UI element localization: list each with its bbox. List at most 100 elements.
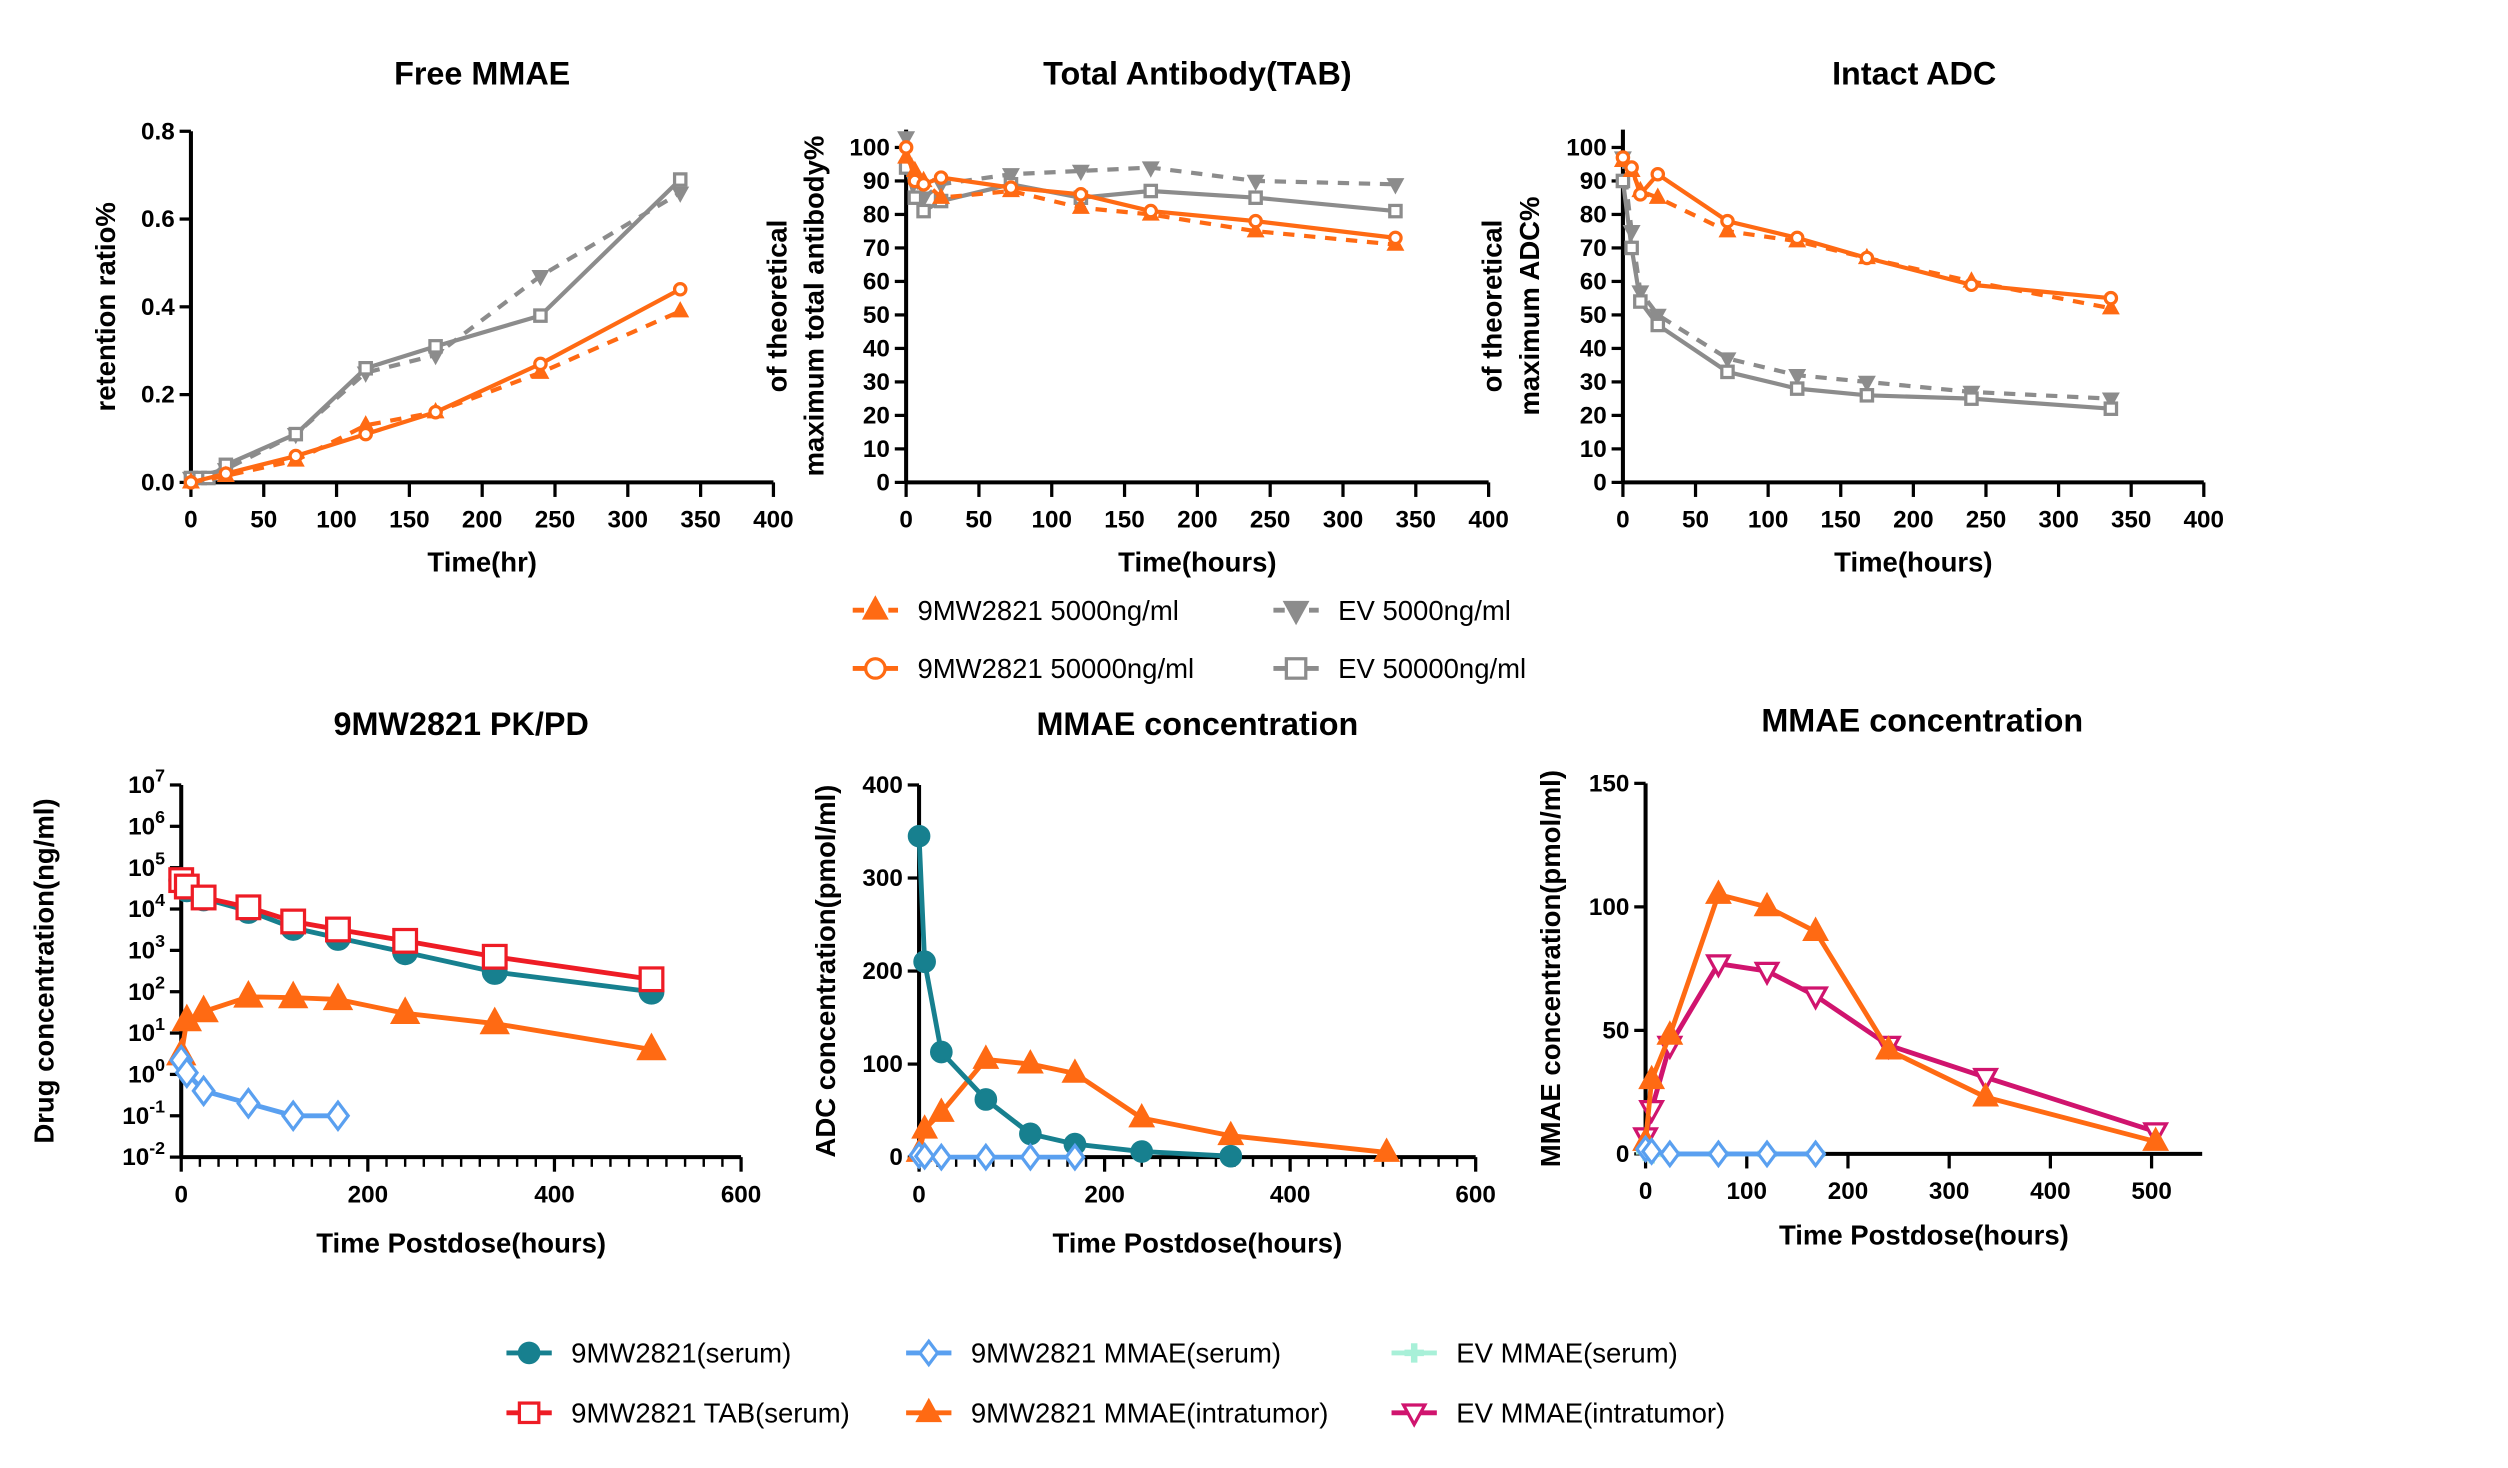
x-axis-label: Time(hours) bbox=[1118, 546, 1276, 577]
series bbox=[898, 140, 1403, 246]
chart-4: 9MW2821 PK/PD0 200 400 60010-210-1100101102… bbox=[28, 706, 761, 1259]
y-tick-exponent: -2 bbox=[149, 1138, 165, 1158]
data-point bbox=[1707, 1139, 1730, 1169]
data-point bbox=[1624, 240, 1639, 256]
series bbox=[1634, 1134, 1827, 1169]
series bbox=[1615, 173, 2119, 416]
data-point bbox=[1972, 1082, 2000, 1107]
data-point bbox=[913, 1141, 936, 1171]
data-point bbox=[2101, 392, 2120, 409]
chart-title: 9MW2821 PK/PD bbox=[333, 706, 588, 742]
data-point bbox=[1633, 187, 1648, 202]
data-point bbox=[1875, 1035, 1902, 1060]
data-point bbox=[280, 908, 307, 935]
data-point bbox=[1633, 294, 1648, 309]
data-point bbox=[672, 281, 688, 297]
data-point bbox=[358, 426, 373, 442]
data-point bbox=[907, 824, 931, 848]
data-point bbox=[533, 356, 548, 372]
x-tick-label: 600 bbox=[1455, 1181, 1496, 1208]
y-tick-label: 30 bbox=[863, 369, 890, 396]
x-tick-label: 150 bbox=[389, 507, 430, 534]
y-tick-base: 10 bbox=[122, 1144, 149, 1171]
data-point bbox=[672, 172, 688, 187]
series bbox=[183, 172, 688, 486]
x-tick-label: 50 bbox=[965, 507, 992, 534]
y-tick-label: 300 bbox=[862, 865, 903, 892]
data-point bbox=[1373, 1137, 1401, 1162]
x-tick-label: 0 bbox=[1616, 507, 1630, 534]
legend-label: 9MW2821 TAB(serum) bbox=[571, 1397, 850, 1428]
legend-marker bbox=[1284, 657, 1308, 680]
data-point bbox=[1720, 364, 1735, 380]
y-tick-label: 50 bbox=[1602, 1017, 1629, 1044]
legend-item: EV MMAE(intratumor) bbox=[1391, 1397, 1725, 1428]
data-point bbox=[1002, 168, 1020, 185]
y-axis-label: ADC concentration(pmol/ml) bbox=[810, 785, 841, 1158]
data-point bbox=[1141, 161, 1160, 178]
y-axis-label: maximum total antibody% bbox=[799, 136, 830, 477]
y-tick-label: 100 bbox=[1589, 894, 1630, 921]
data-point bbox=[183, 475, 199, 490]
series-line bbox=[1643, 961, 2157, 1138]
data-point bbox=[325, 916, 351, 943]
data-point bbox=[191, 1074, 216, 1108]
data-point bbox=[1648, 187, 1667, 204]
data-point bbox=[1857, 375, 1876, 393]
data-point bbox=[1788, 369, 1807, 386]
data-point bbox=[1720, 213, 1735, 229]
data-point bbox=[288, 426, 304, 442]
series-line bbox=[1621, 159, 2112, 311]
x-axis-label: Time(hours) bbox=[1834, 546, 1992, 577]
data-point bbox=[1718, 352, 1737, 369]
series bbox=[1615, 150, 2119, 306]
legend-marker bbox=[1404, 1343, 1424, 1363]
y-tick-label: 90 bbox=[1580, 168, 1607, 195]
y-tick-label: 40 bbox=[1580, 336, 1607, 363]
legend-item: 9MW2821(serum) bbox=[506, 1338, 791, 1369]
data-point bbox=[916, 203, 931, 219]
y-tick-label: 40 bbox=[863, 336, 890, 363]
data-point bbox=[190, 884, 217, 911]
data-point bbox=[1019, 1122, 1042, 1146]
data-point bbox=[2101, 298, 2120, 315]
x-tick-label: 50 bbox=[250, 507, 277, 534]
data-point bbox=[1388, 230, 1403, 246]
data-point bbox=[174, 1056, 200, 1089]
data-point bbox=[1217, 1120, 1245, 1146]
series bbox=[907, 824, 1243, 1168]
chart-3: Intact ADC 0 50 100 150 200 250 300 350 400 0 10 20 3… bbox=[1477, 55, 2224, 577]
data-point bbox=[1964, 391, 1979, 406]
series bbox=[168, 867, 665, 993]
data-point bbox=[1388, 203, 1403, 219]
data-point bbox=[1964, 277, 1979, 293]
y-tick-label: 80 bbox=[1580, 202, 1607, 229]
data-point bbox=[428, 404, 443, 420]
series-line bbox=[1621, 156, 2112, 301]
data-point bbox=[1143, 203, 1159, 219]
x-tick-label: 400 bbox=[2030, 1178, 2071, 1205]
y-tick-exponent: 3 bbox=[155, 931, 165, 951]
y-tick-label: 100 bbox=[849, 135, 890, 162]
data-point bbox=[322, 982, 354, 1011]
data-point bbox=[897, 131, 916, 148]
y-tick-label: 0 bbox=[1616, 1141, 1630, 1168]
data-point bbox=[898, 140, 914, 155]
y-tick-label: 10 bbox=[863, 436, 890, 463]
data-point bbox=[1219, 1144, 1243, 1168]
data-point bbox=[1073, 187, 1089, 202]
chart-6: MMAE concentration 0 100 200 300 400 500 0 50 100… bbox=[1535, 703, 2203, 1250]
data-point bbox=[235, 894, 262, 921]
data-point bbox=[1859, 250, 1875, 266]
legend-label: EV 5000ng/ml bbox=[1338, 595, 1511, 626]
data-point bbox=[933, 170, 949, 185]
y-tick-label: 100 bbox=[1566, 135, 1607, 162]
data-point bbox=[1615, 173, 1631, 189]
y-tick-label: 50 bbox=[863, 302, 890, 329]
series bbox=[181, 301, 690, 489]
x-tick-label: 500 bbox=[2131, 1178, 2172, 1205]
y-tick-label: 30 bbox=[1580, 369, 1607, 396]
y-tick-label: 60 bbox=[863, 269, 890, 296]
data-point bbox=[1248, 190, 1263, 205]
data-point bbox=[929, 1040, 953, 1064]
